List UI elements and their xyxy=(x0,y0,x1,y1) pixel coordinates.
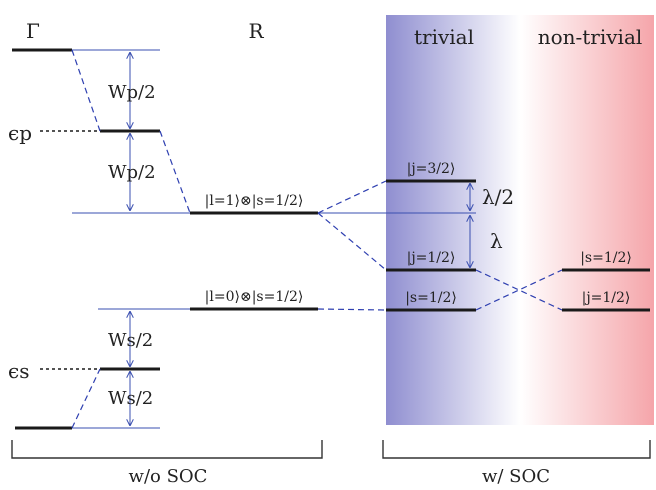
r-s-state-label: |l=0⟩⊗|s=1/2⟩ xyxy=(205,289,304,305)
wp-top-label: Wp/2 xyxy=(108,82,156,103)
lambda-label: λ xyxy=(490,229,503,253)
connector-gs-bottom xyxy=(71,368,101,429)
with-soc-label: w/ SOC xyxy=(482,466,550,487)
connector-r-s xyxy=(317,308,387,311)
half-lambda-label: λ/2 xyxy=(482,185,514,209)
connector-r-j12 xyxy=(317,212,387,271)
gamma-label: Γ xyxy=(26,19,40,43)
r-label: R xyxy=(248,19,264,43)
connector-gp-r xyxy=(159,130,191,214)
triv-j12-label: |j=1/2⟩ xyxy=(407,250,456,266)
wp-bottom-label: Wp/2 xyxy=(108,162,156,183)
r-p-state-label: |l=1⟩⊗|s=1/2⟩ xyxy=(205,193,304,209)
connector-cross-2 xyxy=(475,269,563,311)
without-soc-label: w/o SOC xyxy=(129,466,208,487)
without-soc-bracket xyxy=(11,440,323,459)
nontriv-s12-label: |s=1/2⟩ xyxy=(580,250,632,266)
connector-r-j32 xyxy=(317,180,387,214)
ws-bottom-label: Ws/2 xyxy=(108,388,153,409)
triv-j32-label: |j=3/2⟩ xyxy=(407,161,456,177)
eps-p-label: ϵp xyxy=(8,121,32,145)
connector-cross-1 xyxy=(475,269,563,311)
ws-top-label: Ws/2 xyxy=(108,330,153,351)
with-soc-bracket xyxy=(382,440,651,459)
nontrivial-region xyxy=(520,15,654,425)
connector-gp-top xyxy=(71,49,101,132)
nontriv-j12-label: |j=1/2⟩ xyxy=(582,290,631,306)
eps-s-label: ϵs xyxy=(8,359,29,383)
trivial-region xyxy=(386,15,520,425)
triv-s12-label: |s=1/2⟩ xyxy=(405,290,457,306)
nontrivial-label: non-trivial xyxy=(538,25,643,49)
trivial-label: trivial xyxy=(414,25,474,49)
